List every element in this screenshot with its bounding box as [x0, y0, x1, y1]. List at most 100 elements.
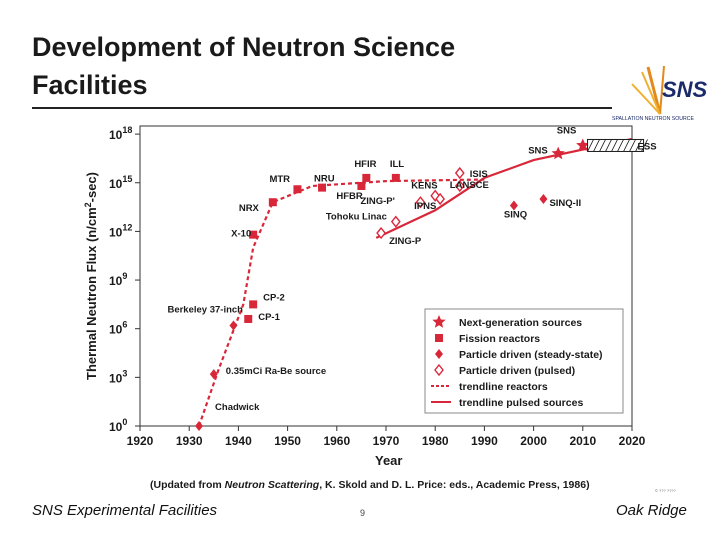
x-tick-label: 2010 — [569, 434, 596, 448]
ess-hatch — [635, 139, 642, 152]
legend-label: Particle driven (steady-state) — [459, 349, 603, 361]
x-tick-label: 1980 — [422, 434, 449, 448]
sns-logo: SNS SPALLATION NEUTRON SOURCE — [612, 65, 708, 122]
legend-swatch-diamond — [435, 349, 443, 359]
point-tohoku-linac — [390, 215, 401, 228]
legend-box — [424, 308, 624, 414]
point-label: ISIS — [470, 169, 488, 180]
y-tick-exponent: 18 — [122, 125, 132, 135]
y-tick-base: 10 — [109, 420, 123, 434]
caption-prefix: (Updated from — [150, 479, 225, 491]
legend-swatch-square — [435, 334, 443, 342]
point-label: ILL — [390, 159, 404, 170]
x-tick-label: 1940 — [225, 434, 252, 448]
y-tick-base: 10 — [109, 274, 123, 288]
y-tick-label: 100 — [109, 417, 127, 434]
y-tick-label: 106 — [109, 320, 127, 337]
x-tick-label: 1950 — [274, 434, 301, 448]
point-cp-1 — [244, 314, 253, 323]
legend-swatch-star — [432, 315, 446, 328]
point-label: 0.35mCi Ra-Be source — [226, 366, 326, 377]
y-tick-label: 1012 — [109, 222, 132, 239]
point-x-10 — [249, 230, 258, 239]
legend-label: trendline pulsed sources — [459, 397, 583, 409]
y-axis-label-base: Thermal Neutron Flux (n/cm — [84, 207, 99, 380]
y-tick-base: 10 — [109, 323, 123, 337]
point-isis — [454, 166, 465, 180]
point-label: ZING-P — [389, 236, 422, 247]
logo-subtext: SPALLATION NEUTRON SOURCE — [612, 116, 694, 122]
y-axis-label-sup: 2 — [83, 202, 93, 207]
ess-hatch — [617, 139, 624, 152]
x-axis-label: Year — [375, 453, 402, 468]
caption-italic: Neutron Scattering — [225, 479, 320, 491]
chart-container: 1920 1930 1940 1950 1960 1970 1980 1990 2000 2010… — [80, 120, 700, 500]
y-tick-exponent: 12 — [122, 222, 132, 232]
y-tick-exponent: 9 — [122, 271, 127, 281]
ess-hatch — [623, 139, 630, 152]
y-tick-base: 10 — [109, 225, 123, 239]
point-label: Berkeley 37-inch — [167, 304, 243, 315]
y-tick-base: 10 — [109, 177, 123, 191]
legend: Next-generation sources Fission reactors P… — [424, 308, 624, 414]
ess-hatch — [611, 139, 618, 152]
legend-label: Next-generation sources — [459, 317, 582, 329]
y-tick-label: 109 — [109, 271, 127, 288]
y-axis-label-end: -sec) — [84, 172, 99, 202]
y-tick-base: 10 — [109, 371, 123, 385]
y-tick-exponent: 15 — [122, 174, 132, 184]
point-label: X-10 — [231, 229, 251, 240]
y-tick-label: 103 — [109, 368, 127, 385]
point-label: IPNS — [414, 201, 436, 212]
point-ess — [587, 138, 648, 152]
y-tick-label: 1015 — [109, 174, 132, 191]
point-sinq — [509, 200, 518, 211]
data-points — [195, 138, 648, 431]
x-tick-label: 1960 — [323, 434, 350, 448]
point-label: ZING-P' — [360, 196, 394, 207]
y-tick-exponent: 6 — [122, 320, 127, 330]
point-label: SINQ-II — [549, 198, 581, 209]
logo-flare-2 — [641, 71, 661, 115]
x-tick-label: 2020 — [619, 434, 646, 448]
point-label: SNS — [557, 125, 577, 136]
ess-hatch — [599, 139, 606, 152]
logo-flare-1 — [646, 66, 662, 115]
trendline-pulsed — [375, 137, 633, 239]
point-zing-p- — [415, 196, 426, 209]
y-tick-base: 10 — [109, 128, 123, 142]
point-label: MTR — [269, 174, 290, 185]
point-label: HFIR — [354, 159, 376, 170]
point-label: CP-2 — [263, 292, 285, 303]
point-ra-be — [209, 369, 218, 380]
x-ticks: 1920 1930 1940 1950 1960 1970 1980 1990 2000 2010… — [127, 426, 646, 448]
slide-title: Development of Neutron Science Facilitie… — [32, 28, 592, 104]
point-zing-p — [376, 226, 386, 240]
point-label: NRU — [314, 174, 335, 185]
trendline-reactors — [197, 178, 485, 427]
point-label: HFBR — [336, 191, 363, 202]
ess-hatch — [629, 139, 636, 152]
logo-flare-4 — [631, 83, 661, 115]
y-tick-exponent: 0 — [122, 417, 127, 427]
page-number: 9 — [360, 508, 366, 518]
y-tick-exponent: 3 — [122, 368, 127, 378]
flux-chart: 1920 1930 1940 1950 1960 1970 1980 1990 2000 2010… — [83, 125, 657, 491]
point-label: SINQ — [504, 209, 527, 220]
point-label: LANSCE — [450, 180, 489, 191]
x-tick-label: 1990 — [471, 434, 498, 448]
point-ipns — [435, 192, 446, 206]
point-sns — [551, 146, 565, 160]
point-mtr — [293, 185, 302, 194]
point-label: CP-1 — [258, 312, 280, 323]
ess-hatch — [605, 139, 612, 152]
point-sinq-ii — [539, 193, 548, 204]
footer-left: SNS Experimental Facilities — [32, 502, 218, 519]
point-label: Tohoku Linac — [326, 212, 387, 223]
point-hfir — [362, 173, 371, 182]
copyright-notice: © ??? ???? — [655, 488, 676, 493]
point-berkeley — [229, 320, 238, 331]
point-chadwick — [195, 421, 204, 431]
y-axis-label: Thermal Neutron Flux (n/cm2-sec) — [83, 172, 99, 380]
